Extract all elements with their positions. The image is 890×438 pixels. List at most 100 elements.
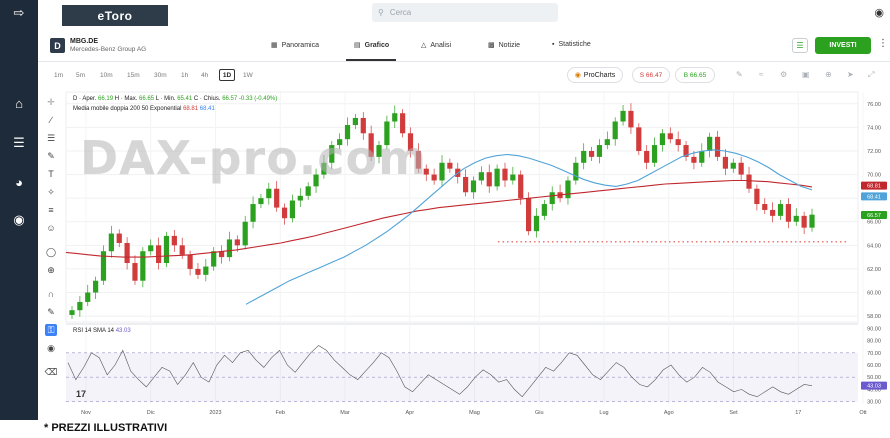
price-tick-label: 76.00 bbox=[867, 102, 881, 108]
emoji-icon[interactable]: ☺ bbox=[46, 223, 56, 233]
share-icon[interactable]: ➤ bbox=[847, 70, 854, 79]
tab-analisi[interactable]: △ Analisi bbox=[421, 41, 451, 50]
candle bbox=[557, 184, 563, 203]
tab-statistiche[interactable]: ▪ Statistiche bbox=[552, 41, 591, 48]
candle bbox=[612, 117, 618, 146]
candle-body bbox=[148, 245, 154, 252]
candle-body bbox=[258, 198, 264, 205]
procharts-button[interactable]: ◉ ProCharts bbox=[567, 67, 623, 83]
tradingview-logo[interactable]: 17 bbox=[76, 389, 87, 399]
candle-body bbox=[533, 215, 540, 232]
legend-high-label: H · Max. bbox=[114, 96, 138, 102]
candle-body bbox=[392, 113, 398, 122]
settings-gear-icon[interactable]: ⚙ bbox=[780, 70, 788, 79]
buy-price-button[interactable]: B 66.65 bbox=[675, 67, 715, 83]
candle bbox=[581, 143, 587, 170]
lock-icon[interactable]: ⚿ bbox=[45, 324, 57, 336]
procharts-label: ProCharts bbox=[583, 71, 616, 79]
draw-pencil-icon[interactable]: ✎ bbox=[736, 70, 743, 79]
portfolio-icon[interactable]: ◕ bbox=[15, 174, 23, 190]
candle-body bbox=[242, 221, 248, 246]
timeframe-1d[interactable]: 1D bbox=[219, 69, 235, 81]
timeframe-1h[interactable]: 1h bbox=[181, 71, 189, 79]
candle bbox=[171, 230, 177, 252]
candle bbox=[439, 155, 445, 187]
home-icon[interactable]: ⌂ bbox=[15, 95, 23, 111]
crosshair-icon[interactable]: ✛ bbox=[47, 96, 55, 107]
candle-body bbox=[557, 192, 563, 199]
search-input[interactable]: ⚲ Cerca bbox=[372, 3, 558, 22]
candle-body bbox=[155, 245, 162, 264]
candle bbox=[770, 202, 776, 223]
brush-icon[interactable]: ✎ bbox=[47, 150, 55, 161]
timeframe-10m[interactable]: 10m bbox=[100, 71, 113, 79]
candle bbox=[281, 203, 288, 225]
candle-body bbox=[510, 174, 516, 181]
eye-icon[interactable]: ◉ bbox=[47, 342, 55, 353]
candle-body bbox=[525, 198, 532, 232]
candle bbox=[478, 166, 484, 185]
fullscreen-icon[interactable]: ⤢ bbox=[868, 70, 875, 79]
time-tick-label: Nov bbox=[81, 410, 91, 416]
pattern-icon[interactable]: ✧ bbox=[47, 186, 55, 197]
candle-body bbox=[746, 174, 752, 189]
tab-panoramica[interactable]: ▦ Panoramica bbox=[271, 41, 319, 50]
time-tick-label: 2023 bbox=[209, 410, 221, 416]
candle bbox=[596, 139, 603, 164]
timeframe-4h[interactable]: 4h bbox=[201, 71, 209, 79]
more-options-icon[interactable]: ⋮ bbox=[878, 38, 888, 49]
etoro-logo[interactable]: eToro bbox=[62, 5, 168, 26]
horizontal-lines-icon[interactable]: ☰ bbox=[46, 132, 56, 143]
candle-body bbox=[85, 292, 91, 302]
candle-body bbox=[651, 145, 658, 163]
ma200-line bbox=[65, 179, 813, 258]
candle-body bbox=[218, 251, 225, 258]
candle bbox=[588, 146, 595, 161]
watchlist-icon[interactable]: ☰ bbox=[13, 135, 25, 150]
zoom-in-icon[interactable]: ⊕ bbox=[47, 264, 55, 275]
tab-grafico[interactable]: ▤ Grafico bbox=[354, 41, 389, 50]
lock-drawing-icon[interactable]: ✎ bbox=[47, 306, 55, 317]
text-tool-icon[interactable]: T bbox=[48, 169, 54, 179]
candle-body bbox=[250, 204, 256, 222]
candle bbox=[809, 208, 815, 232]
invest-button[interactable]: INVESTI bbox=[815, 37, 871, 54]
indicators-icon[interactable]: ≈ bbox=[759, 70, 764, 79]
candle bbox=[636, 123, 642, 156]
timeframe-5m[interactable]: 5m bbox=[76, 71, 86, 79]
candle bbox=[644, 145, 650, 170]
candle bbox=[659, 129, 666, 152]
candle bbox=[77, 296, 83, 317]
collapse-arrow-icon[interactable]: ⇨ bbox=[13, 5, 25, 20]
candle bbox=[549, 186, 555, 211]
add-circle-icon[interactable]: ⊕ bbox=[825, 70, 832, 79]
discover-icon[interactable]: ◉ bbox=[13, 212, 25, 227]
ohlc-prefix: D · Aper. bbox=[73, 96, 97, 102]
camera-icon[interactable]: ▣ bbox=[802, 70, 810, 79]
ruler-icon[interactable]: ◯ bbox=[45, 246, 57, 257]
candle-body bbox=[644, 150, 650, 163]
timeframe-1w[interactable]: 1W bbox=[243, 71, 253, 79]
magnet-icon[interactable]: ∩ bbox=[47, 289, 55, 299]
candle bbox=[179, 237, 185, 259]
timeframe-30m[interactable]: 30m bbox=[154, 71, 167, 79]
rsi-tick-label: 30.00 bbox=[867, 400, 881, 406]
illustrative-prices-note: * PREZZI ILLUSTRATIVI bbox=[44, 422, 168, 434]
tab-notizie[interactable]: ▩ Notizie bbox=[488, 41, 520, 50]
timeframe-1m[interactable]: 1m bbox=[54, 71, 64, 79]
trash-icon[interactable]: ⌫ bbox=[44, 366, 58, 377]
candle-body bbox=[305, 186, 311, 196]
sell-price-button[interactable]: S 66.47 bbox=[632, 67, 670, 83]
fibonacci-icon[interactable]: ≡ bbox=[48, 205, 54, 215]
trendline-icon[interactable]: ∕ bbox=[50, 115, 52, 125]
watchlist-button[interactable]: ☰ bbox=[792, 38, 808, 53]
candle bbox=[777, 199, 784, 220]
candle bbox=[746, 166, 752, 193]
candle bbox=[801, 211, 807, 235]
ohlc-legend: D · Aper. 66.19 H · Max. 66.65 L · Min. … bbox=[73, 96, 277, 102]
rsi-label: RSI 14 SMA 14 bbox=[73, 328, 115, 334]
timeframe-15m[interactable]: 15m bbox=[127, 71, 140, 79]
rsi-tick-label: 40.00 bbox=[867, 387, 881, 393]
user-menu-icon[interactable]: ◉ bbox=[874, 7, 884, 19]
